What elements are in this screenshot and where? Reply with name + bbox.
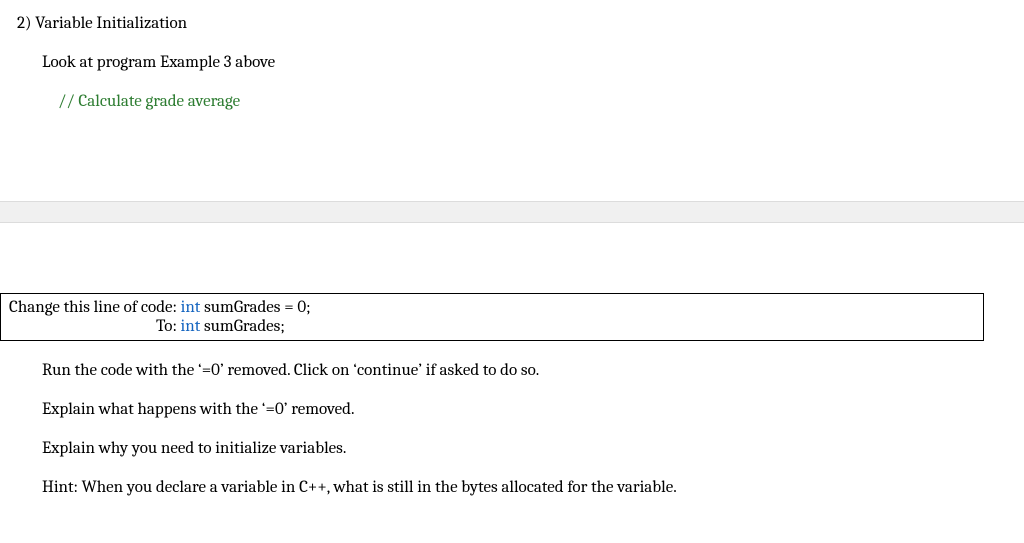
hint-text: Hint: When you declare a variable in C++… <box>42 478 1024 497</box>
divider-band <box>0 201 1024 223</box>
code-rest-1: sumGrades = 0; <box>200 298 310 317</box>
code-prefix-2: To: <box>156 317 181 336</box>
run-instruction: Run the code with the ‘=0’ removed. Clic… <box>42 361 1024 380</box>
keyword-int-1: int <box>181 298 201 317</box>
code-rest-2: sumGrades; <box>200 317 285 336</box>
instruction-block: Run the code with the ‘=0’ removed. Clic… <box>0 361 1024 497</box>
code-line-changed: To: int sumGrades; <box>156 317 975 336</box>
explain-removed: Explain what happens with the ‘=0’ remov… <box>42 400 1024 419</box>
explain-initialize: Explain why you need to initialize varia… <box>42 439 1024 458</box>
code-line-original: Change this line of code: int sumGrades … <box>9 298 975 317</box>
keyword-int-2: int <box>181 317 201 336</box>
code-change-box: Change this line of code: int sumGrades … <box>0 293 984 341</box>
instruction-look-at: Look at program Example 3 above <box>0 33 1024 72</box>
code-prefix-1: Change this line of code: <box>9 298 181 317</box>
code-comment: // Calculate grade average <box>0 72 1024 111</box>
section-heading: 2) Variable Initialization <box>0 0 1024 33</box>
